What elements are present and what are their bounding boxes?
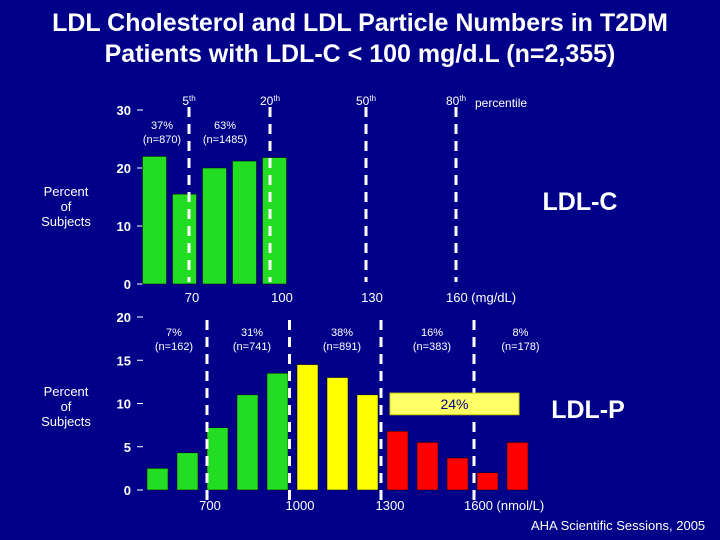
ldl-c-percentile-word: percentile [475, 96, 527, 110]
ldl-p-annotation-count: (n=891) [323, 341, 361, 353]
ldl-c-bar [172, 193, 197, 285]
ldl-p-ytick-label: 15 [117, 353, 131, 368]
ldl-p-bar [386, 430, 409, 491]
source-credit: AHA Scientific Sessions, 2005 [531, 518, 706, 533]
ldl-c-ytick-label: 30 [117, 103, 131, 118]
title-line-2: Patients with LDL-C < 100 mg/d.L (n=2,35… [104, 40, 616, 68]
title-line-1: LDL Cholesterol and LDL Particle Numbers… [52, 9, 668, 37]
ldl-c-annotation-percent: 37% [151, 120, 173, 132]
ldl-p-highlight-box [389, 392, 520, 416]
slide-title: LDL Cholesterol and LDL Particle Numbers… [0, 8, 720, 70]
ldl-c-bar [262, 157, 287, 285]
ldl-c-annotation-count: (n=870) [143, 134, 181, 146]
ldl-p-bar [326, 377, 349, 491]
ldl-c-xtick-label: 70 [185, 290, 199, 305]
ldl-p-bar [356, 394, 379, 491]
ldl-c-ytick-label: 0 [124, 277, 131, 292]
ldl-p-bar [446, 457, 469, 491]
ldl-c-panel-label: LDL-C [543, 188, 618, 216]
ldl-p-bar [176, 452, 199, 491]
ldl-c-bar [202, 167, 227, 285]
ldl-c-ytick-label: 10 [117, 219, 131, 234]
ldl-c-bar [232, 160, 257, 285]
ldl-p-bar [476, 472, 499, 491]
ldl-c-bar [142, 156, 167, 285]
ldl-p-annotation-percent: 7% [166, 327, 182, 339]
ldl-c-ylabel: Subjects [41, 214, 91, 229]
ldl-p-panel-label: LDL-P [551, 396, 625, 424]
ldl-p-annotation-percent: 16% [421, 327, 443, 339]
ldl-p-bar [236, 394, 259, 491]
ldl-p-xtick-label: 1300 [376, 498, 405, 513]
ldl-c-percentile-label: 50th [356, 94, 376, 108]
ldl-p-bar [206, 427, 229, 491]
ldl-p-bar [506, 442, 529, 491]
ldl-c-ylabel: Percent [44, 184, 89, 199]
ldl-p-annotation-percent: 8% [513, 327, 529, 339]
ldl-p-annotation-count: (n=383) [413, 341, 451, 353]
ldl-p-bar [416, 442, 439, 491]
ldl-c-percentile-label: 20th [260, 94, 280, 108]
ldl-p-bar [146, 468, 169, 491]
ldl-p-ylabel: Subjects [41, 414, 91, 429]
ldl-c-percentile-label: 5th [182, 94, 195, 108]
ldl-c-ytick-label: 20 [117, 161, 131, 176]
ldl-p-bar [266, 372, 289, 491]
ldl-p-annotation-percent: 38% [331, 327, 353, 339]
ldl-p-ytick-label: 20 [117, 310, 131, 325]
ldl-p-highlight-label: 24% [440, 396, 468, 412]
ldl-c-xtick-label: 160 (mg/dL) [446, 290, 516, 305]
ldl-c-xtick-label: 100 [271, 290, 293, 305]
ldl-c-annotation-percent: 63% [214, 120, 236, 132]
ldl-p-annotation-count: (n=178) [501, 341, 539, 353]
ldl-p-ylabel: of [61, 399, 72, 414]
ldl-p-xtick-label: 1600 (nmol/L) [464, 498, 544, 513]
ldl-c-xtick-label: 130 [361, 290, 383, 305]
ldl-p-annotation-count: (n=162) [155, 341, 193, 353]
ldl-p-xtick-label: 1000 [286, 498, 315, 513]
ldl-p-ylabel: Percent [44, 384, 89, 399]
ldl-p-bar [296, 364, 319, 491]
ldl-c-annotation-count: (n=1485) [203, 134, 247, 146]
ldl-p-xtick-label: 700 [199, 498, 221, 513]
ldl-p-ytick-label: 10 [117, 397, 131, 412]
ldl-c-percentile-label: 80th [446, 94, 466, 108]
ldl-c-ylabel: of [61, 199, 72, 214]
ldl-p-ytick-label: 5 [124, 440, 131, 455]
ldl-p-annotation-count: (n=741) [233, 341, 271, 353]
ldl-p-annotation-percent: 31% [241, 327, 263, 339]
ldl-p-ytick-label: 0 [124, 483, 131, 498]
